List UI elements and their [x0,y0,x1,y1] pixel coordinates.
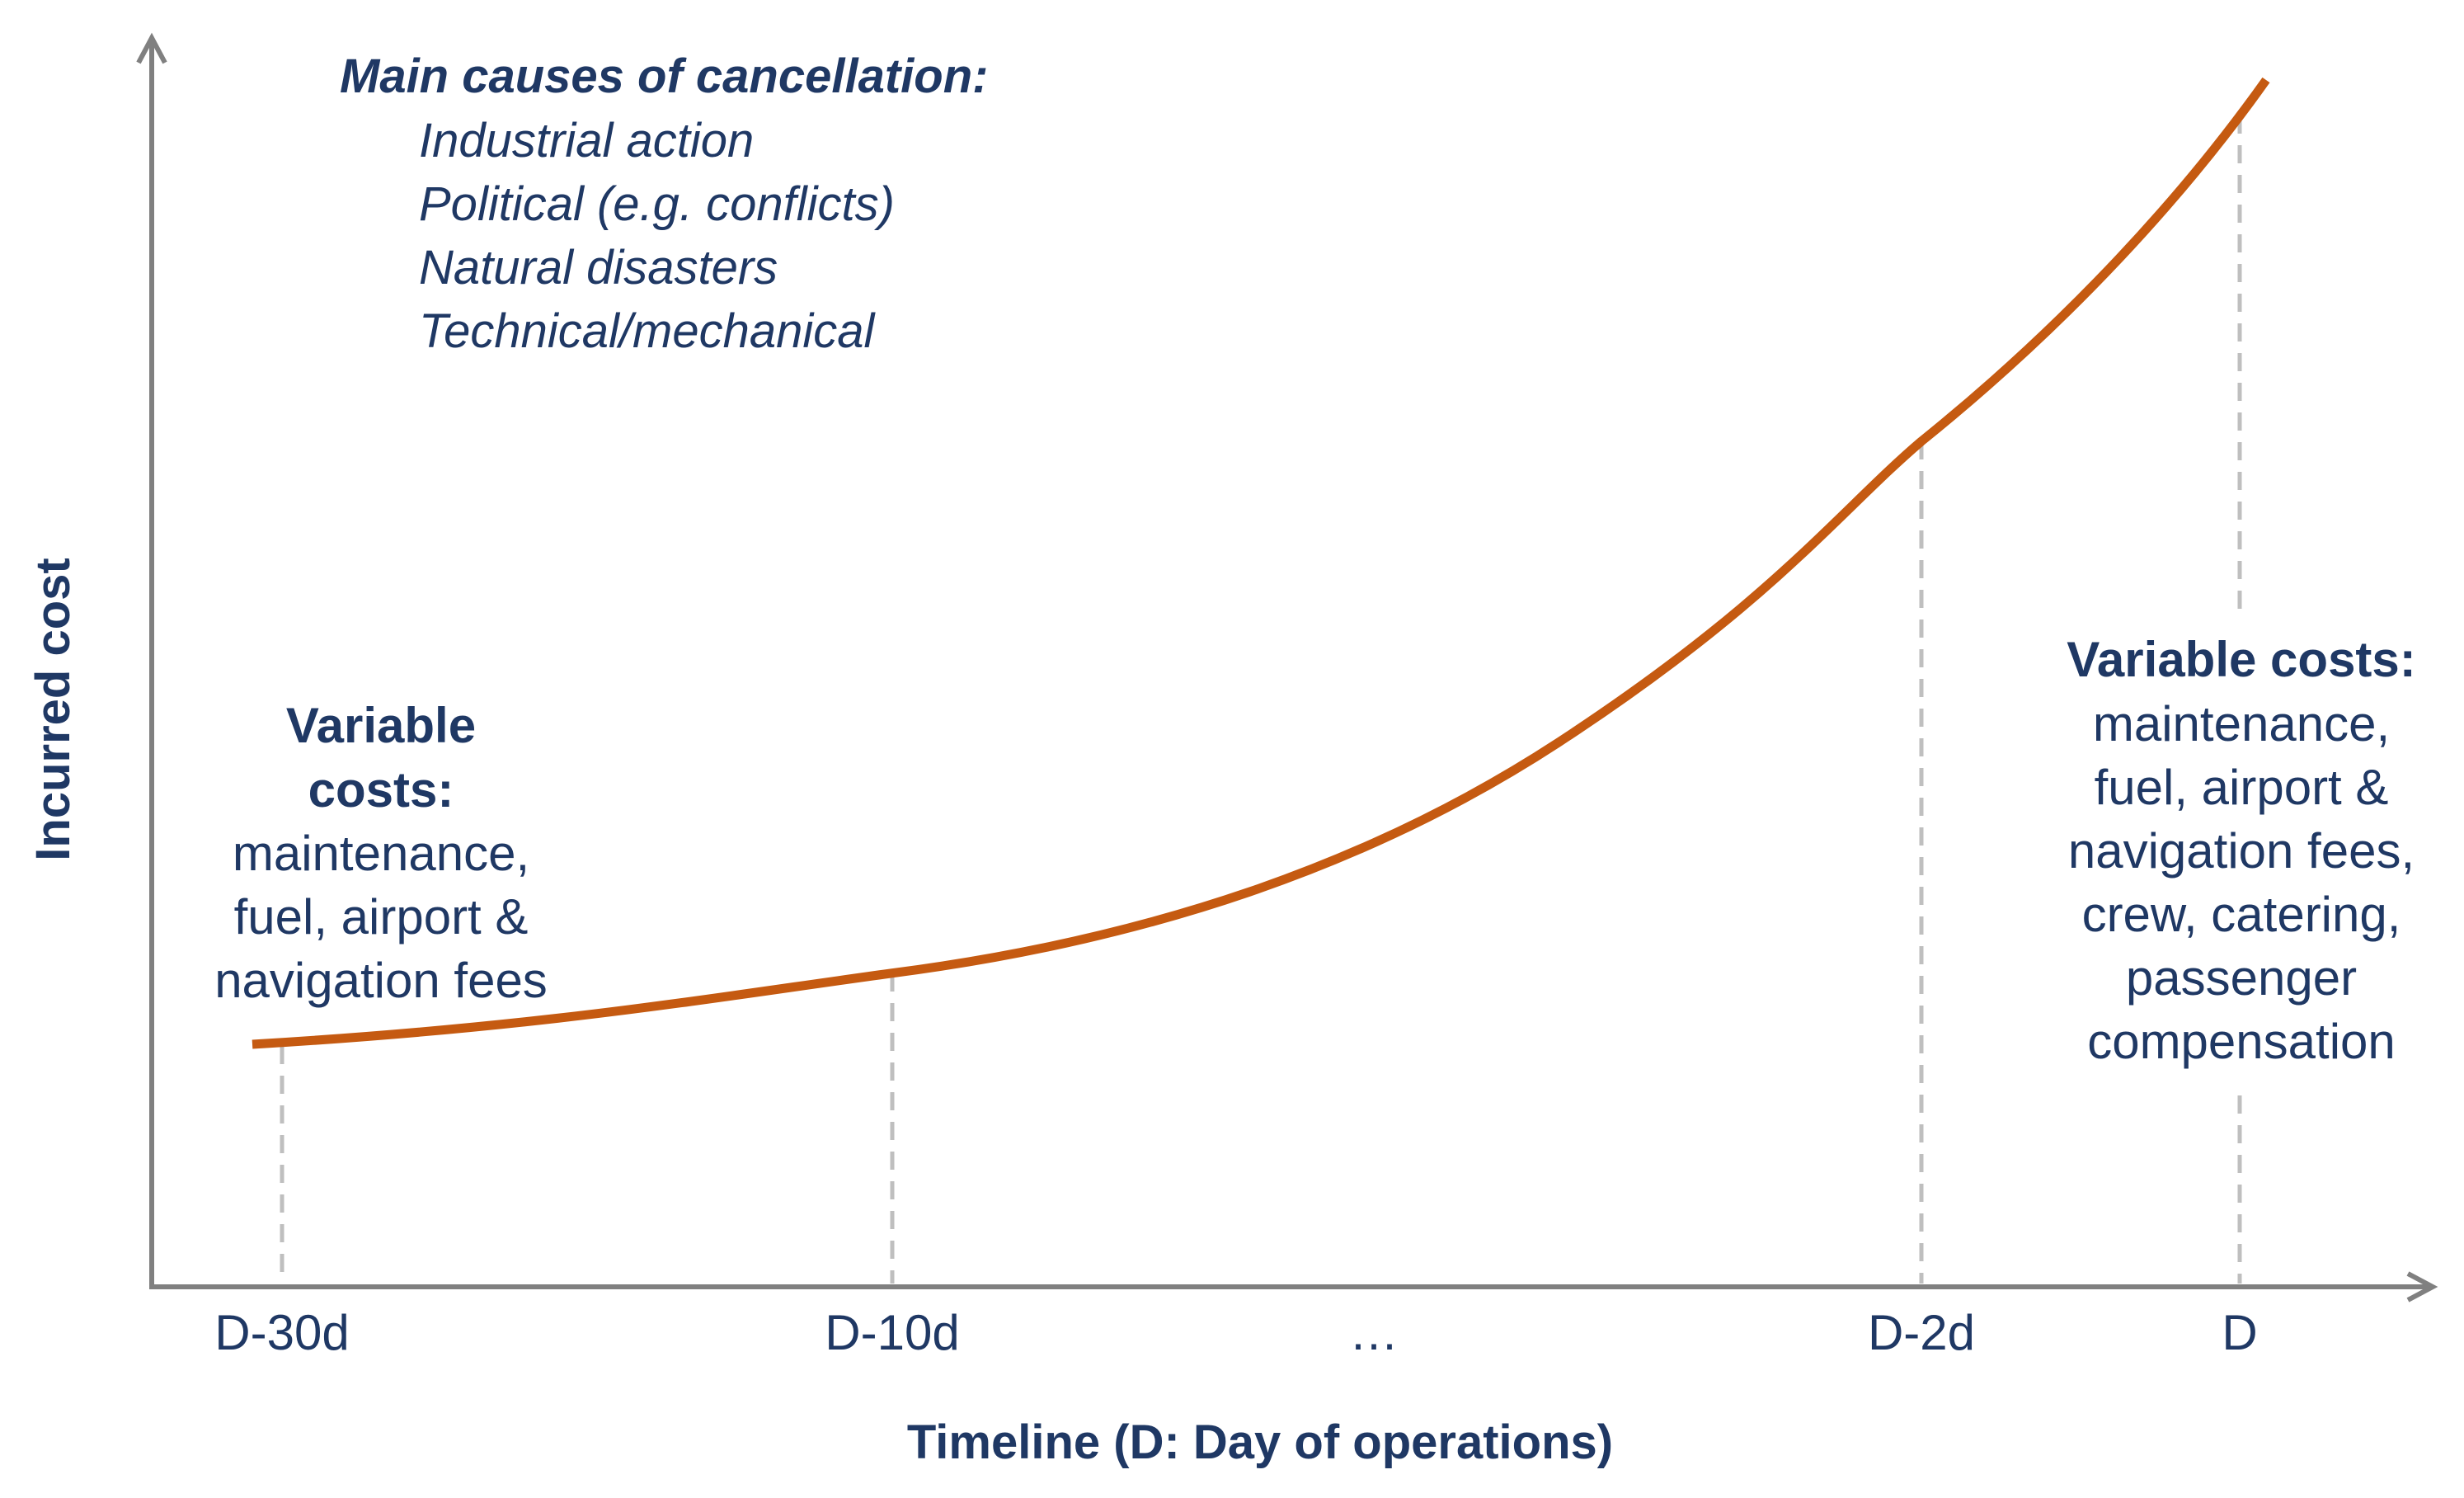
left-costs-title: Variable [286,698,476,753]
causes-annotation: Main causes of cancellation: Industrial … [340,49,988,358]
right-costs-line: fuel, airport & [2095,760,2389,815]
y-axis-title: Incurred cost [26,558,80,860]
x-tick-label: D-2d [1868,1305,1975,1360]
right-costs-line: navigation fees, [2068,823,2415,879]
y-axis-arrowhead [136,32,167,64]
causes-item: Technical/mechanical [419,304,877,358]
x-tick-labels: D-30d D-10d … D-2d D [214,1305,2257,1360]
causes-title: Main causes of cancellation: [340,49,988,103]
left-costs-line: navigation fees [214,953,548,1008]
causes-item: Natural disasters [419,241,778,294]
right-costs-backdrop [2047,612,2443,1086]
left-costs-line: maintenance, [233,826,529,881]
right-costs-line: passenger [2126,950,2357,1006]
x-tick-label: D-10d [825,1305,959,1360]
guide-lines [280,115,2242,1284]
left-costs-title: costs: [308,762,454,817]
right-costs-line: maintenance, [2093,696,2390,751]
causes-item: Political (e.g. conflicts) [419,177,895,231]
right-costs-title: Variable costs: [2067,632,2416,687]
x-axis-title: Timeline (D: Day of operations) [907,1416,1613,1469]
right-costs-line: crew, catering, [2082,887,2401,942]
causes-item: Industrial action [419,114,754,167]
x-tick-label: … [1349,1305,1399,1360]
x-tick-label: D-30d [214,1305,349,1360]
right-costs-annotation: Variable costs: maintenance, fuel, airpo… [2047,612,2443,1086]
x-tick-label: D [2222,1305,2257,1360]
cost-curve-line [252,77,2270,1049]
left-costs-annotation: Variable costs: maintenance, fuel, airpo… [214,698,548,1008]
x-axis-arrowhead [2406,1271,2438,1303]
axes [136,32,2438,1303]
right-costs-line: compensation [2087,1014,2396,1069]
left-costs-line: fuel, airport & [234,889,529,944]
